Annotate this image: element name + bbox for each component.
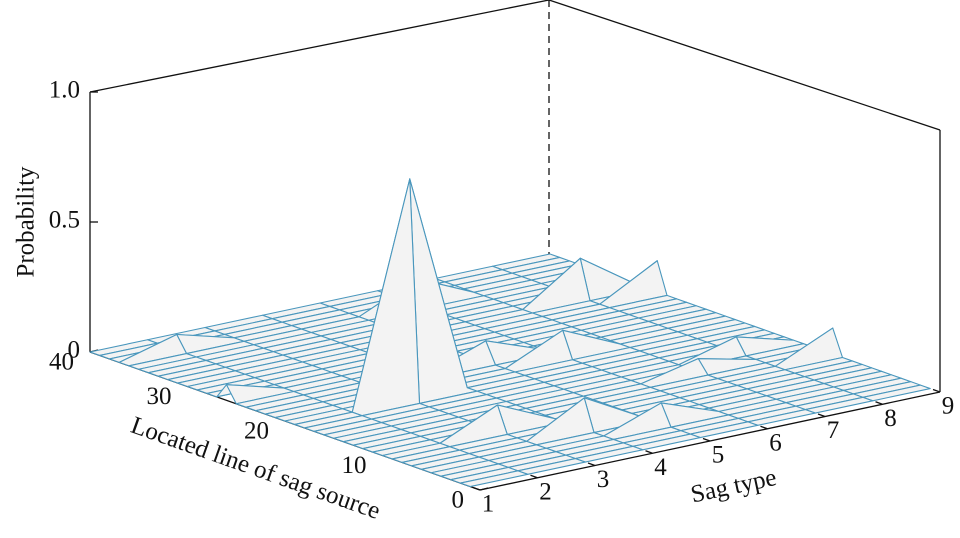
x-axis-label: Sag type xyxy=(688,464,779,508)
box-edge xyxy=(548,0,941,131)
y-tick-label: 0 xyxy=(452,487,465,514)
box-edge xyxy=(89,0,550,93)
z-tick-label: 1.0 xyxy=(49,77,80,104)
z-tick-label: 0 xyxy=(68,337,81,364)
x-tick xyxy=(875,401,883,405)
x-tick-label: 6 xyxy=(769,429,782,456)
x-tick xyxy=(645,450,653,454)
y-tick-label: 30 xyxy=(147,383,172,410)
x-tick-label: 8 xyxy=(884,405,897,432)
x-tick xyxy=(760,425,768,430)
x-tick xyxy=(587,462,596,467)
x-tick xyxy=(932,388,941,393)
x-tick-label: 2 xyxy=(539,478,552,505)
x-tick-label: 7 xyxy=(827,417,840,444)
y-tick xyxy=(479,487,489,491)
z-axis-label: Probability xyxy=(13,166,40,278)
x-tick xyxy=(472,486,481,491)
x-tick xyxy=(702,437,711,442)
x-tick-label: 3 xyxy=(597,466,610,493)
z-tick-label: 0.5 xyxy=(49,207,80,234)
x-tick-label: 1 xyxy=(482,491,495,518)
y-tick-label: 40 xyxy=(49,349,74,376)
x-tick-label: 9 xyxy=(942,393,955,420)
y-tick-label: 20 xyxy=(244,418,269,445)
x-tick-label: 5 xyxy=(712,442,725,469)
x-tick-label: 4 xyxy=(654,454,667,481)
x-tick xyxy=(530,474,538,479)
x-tick xyxy=(817,413,826,418)
surface-patch xyxy=(459,470,529,488)
y-tick-label: 10 xyxy=(342,452,367,479)
